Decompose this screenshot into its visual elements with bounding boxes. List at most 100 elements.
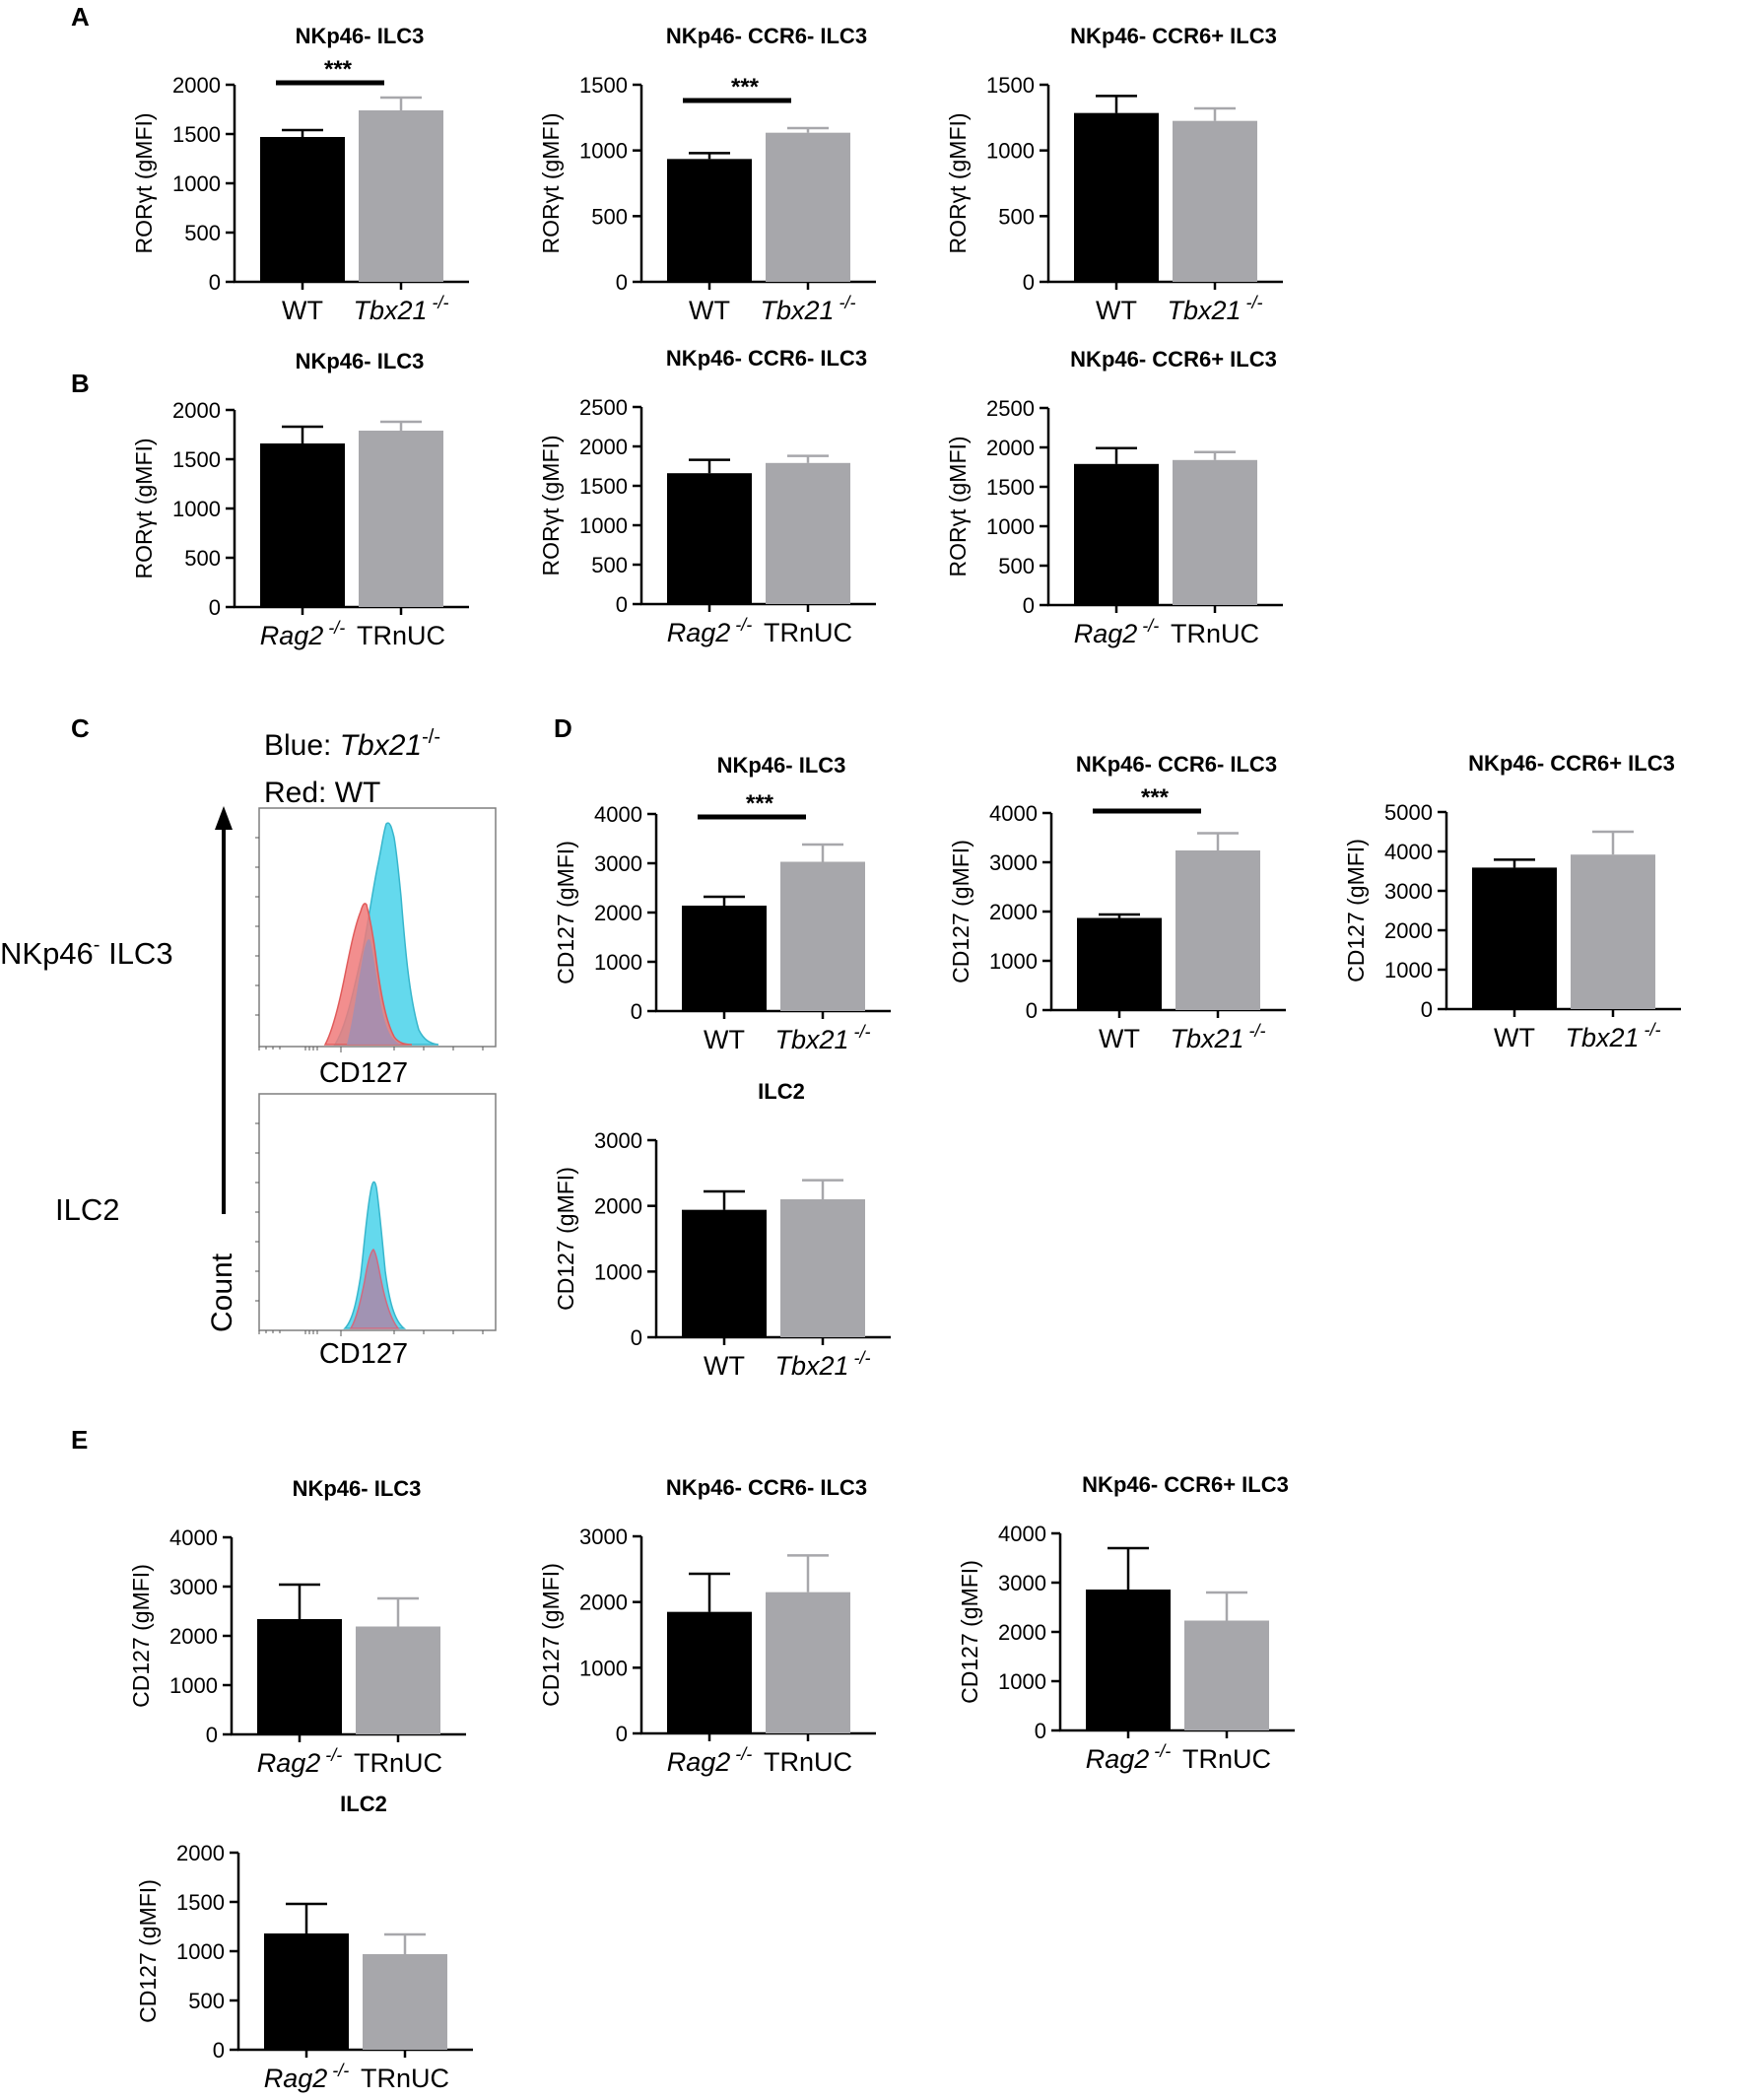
chart-title: NKp46- CCR6+ ILC3 xyxy=(1468,751,1675,776)
x-tick-label: Tbx21 -/- xyxy=(353,293,448,325)
y-tick-label: 4000 xyxy=(998,1522,1046,1546)
x-tick-label: TRnUC xyxy=(764,618,852,647)
y-tick-label: 2000 xyxy=(579,435,628,459)
chart-title: NKp46- ILC3 xyxy=(293,1476,422,1501)
y-tick-label: 1500 xyxy=(172,122,221,147)
bar xyxy=(359,110,443,282)
hist1-overlap xyxy=(347,938,404,1045)
y-axis-label: RORγt (gMFI) xyxy=(945,112,971,253)
bar xyxy=(1175,850,1260,1010)
bar xyxy=(1074,112,1159,283)
chart-title: NKp46- CCR6+ ILC3 xyxy=(1070,347,1277,372)
x-tick-label: TRnUC xyxy=(764,1747,852,1777)
y-tick-label: 1500 xyxy=(986,73,1035,98)
x-tick-label: TRnUC xyxy=(357,621,445,650)
y-tick-label: 2000 xyxy=(989,900,1038,924)
y-axis-label: RORγt (gMFI) xyxy=(945,436,971,576)
significance-label: *** xyxy=(324,56,353,83)
y-tick-label: 500 xyxy=(591,204,628,229)
y-tick-label: 0 xyxy=(1026,998,1038,1023)
y-tick-label: 2000 xyxy=(594,1194,642,1219)
chart-b3: NKp46- CCR6+ ILC3 RORγt (gMFI) 0 500 1000 150… xyxy=(945,347,1283,648)
bar xyxy=(667,159,752,282)
x-tick-label: WT xyxy=(1494,1023,1535,1052)
bar xyxy=(1571,854,1655,1009)
panel-label-e: E xyxy=(71,1425,88,1455)
y-tick-label: 0 xyxy=(1023,270,1035,295)
y-tick-label: 1500 xyxy=(579,73,628,98)
chart-a1: NKp46- ILC3 RORγt (gMFI) 0 500 1000 1500 2000 W… xyxy=(131,24,469,325)
chart-title: NKp46- ILC3 xyxy=(717,753,846,778)
y-tick-label: 1000 xyxy=(986,139,1035,164)
y-tick-label: 500 xyxy=(591,553,628,577)
y-tick-label: 1000 xyxy=(172,171,221,196)
bar xyxy=(1086,1590,1171,1730)
y-tick-label: 1000 xyxy=(998,1669,1046,1694)
y-tick-label: 3000 xyxy=(998,1571,1046,1595)
y-tick-label: 2000 xyxy=(986,436,1035,460)
y-tick-label: 2000 xyxy=(172,73,221,98)
bar xyxy=(1472,867,1557,1009)
bar xyxy=(667,1611,752,1733)
y-tick-label: 500 xyxy=(998,554,1035,578)
bar xyxy=(363,1954,447,2050)
y-tick-label: 3000 xyxy=(1384,879,1433,904)
y-tick-label: 1500 xyxy=(579,474,628,499)
chart-title: NKp46- ILC3 xyxy=(296,24,425,48)
y-tick-label: 2000 xyxy=(579,1591,628,1615)
chart-e4: ILC2 CD127 (gMFI) 0 500 1000 1500 2000 Rag2 -/-… xyxy=(135,1792,473,2093)
bar xyxy=(667,473,752,604)
chart-d1: NKp46- ILC3 CD127 (gMFI) 0 1000 2000 3000 4000… xyxy=(553,753,891,1054)
significance-label: *** xyxy=(731,74,760,101)
bar xyxy=(682,1209,767,1337)
panel-label-b: B xyxy=(71,369,90,398)
y-tick-label: 1000 xyxy=(172,497,221,521)
chart-d2: NKp46- CCR6- ILC3 CD127 (gMFI) 0 1000 2000 30… xyxy=(948,752,1286,1053)
hist1-ticks xyxy=(255,837,484,1052)
y-tick-label: 3000 xyxy=(594,1128,642,1153)
hist-row1-label: NKp46- ILC3 xyxy=(0,934,173,971)
y-tick-label: 1500 xyxy=(176,1890,225,1915)
hist-ylabel: Count xyxy=(206,1253,238,1332)
panel-label-a: A xyxy=(71,2,90,32)
chart-title: NKp46- CCR6+ ILC3 xyxy=(1070,24,1277,48)
y-tick-label: 2000 xyxy=(176,1841,225,1865)
x-tick-label: WT xyxy=(1099,1024,1140,1053)
y-axis-label: CD127 (gMFI) xyxy=(135,1879,161,2023)
y-tick-label: 3000 xyxy=(989,850,1038,875)
y-axis-label: RORγt (gMFI) xyxy=(131,438,157,578)
y-tick-label: 1000 xyxy=(169,1673,218,1698)
y-tick-label: 4000 xyxy=(594,802,642,827)
bar xyxy=(766,1592,850,1733)
bar xyxy=(260,137,345,282)
bar xyxy=(1074,463,1159,605)
x-tick-label: Rag2 -/- xyxy=(260,618,346,650)
bar xyxy=(766,132,850,282)
chart-title: NKp46- CCR6+ ILC3 xyxy=(1082,1472,1289,1497)
y-axis-label: CD127 (gMFI) xyxy=(948,840,974,983)
x-tick-label: TRnUC xyxy=(1171,619,1259,648)
count-arrow-head xyxy=(215,806,233,830)
bar xyxy=(1184,1620,1269,1730)
x-tick-label: Tbx21 -/- xyxy=(774,1348,870,1381)
y-tick-label: 500 xyxy=(998,204,1035,229)
bar xyxy=(1173,120,1257,282)
x-tick-label: WT xyxy=(282,296,323,325)
panel-label-c: C xyxy=(71,713,90,743)
bar xyxy=(264,1933,349,2050)
chart-title: NKp46- CCR6- ILC3 xyxy=(666,24,867,48)
y-tick-label: 1500 xyxy=(172,447,221,472)
y-axis-label: CD127 (gMFI) xyxy=(553,841,578,984)
chart-b2: NKp46- CCR6- ILC3 RORγt (gMFI) 0 500 1000 150… xyxy=(538,346,876,647)
hist1-frame xyxy=(258,807,497,1048)
y-tick-label: 3000 xyxy=(579,1524,628,1549)
bar xyxy=(356,1626,440,1734)
y-axis-label: CD127 (gMFI) xyxy=(128,1564,154,1708)
x-tick-label: Tbx21 -/- xyxy=(774,1022,870,1054)
bar xyxy=(780,861,865,1011)
y-tick-label: 0 xyxy=(1421,997,1433,1022)
x-tick-label: Tbx21 -/- xyxy=(1167,293,1262,325)
y-tick-label: 1000 xyxy=(579,139,628,164)
y-tick-label: 0 xyxy=(631,999,642,1024)
y-tick-label: 2000 xyxy=(998,1620,1046,1645)
